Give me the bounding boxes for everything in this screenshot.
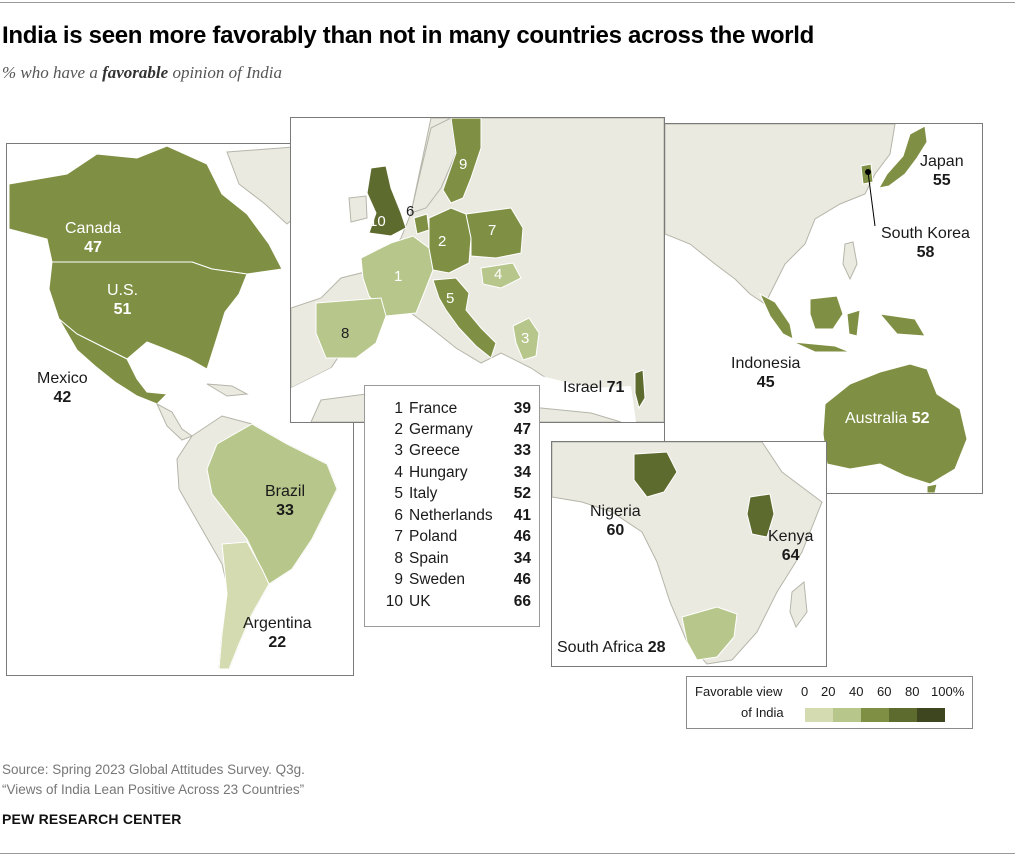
org-name: PEW RESEARCH CENTER: [2, 811, 182, 827]
chart-title: India is seen more favorably than not in…: [2, 22, 814, 49]
europe-num-1: 1: [394, 268, 403, 285]
label-israel: Israel 71: [563, 379, 625, 396]
label-south-africa: South Africa 28: [557, 639, 666, 656]
europe-num-6: 6: [406, 203, 415, 220]
label-japan: Japan 55: [920, 153, 964, 189]
europe-num-7: 7: [488, 222, 497, 239]
key-row-greece: 3 Greece 33: [394, 442, 531, 459]
central-america-shape: [155, 402, 194, 441]
europe-num-10: 10: [369, 213, 386, 230]
chart-subtitle: % who have a favorable opinion of India: [2, 63, 282, 82]
scale-label-line1: Favorable view: [695, 684, 783, 699]
top-rule: [0, 2, 1015, 3]
key-row-netherlands: 6 Netherlands 41: [394, 507, 531, 524]
label-australia: Australia 52: [845, 410, 930, 427]
bottom-rule: [0, 853, 1015, 854]
ireland-shape: [348, 195, 368, 223]
label-brazil: Brazil 33: [265, 483, 306, 519]
scale-swatch-40-60: [861, 708, 889, 722]
scale-tick-0: 0: [801, 684, 809, 699]
color-scale-legend: Favorable view of India 0 20 40 60 80 10…: [686, 676, 973, 729]
key-row-hungary: 4 Hungary 34: [394, 464, 531, 481]
label-canada: Canada 47: [65, 220, 122, 256]
sweden-shape: [442, 118, 482, 204]
label-south-korea: South Korea 58: [881, 225, 970, 261]
france-shape: [360, 235, 434, 317]
indonesia-borneo-shape: [809, 295, 844, 330]
south-africa-shape: [681, 606, 738, 661]
mainland-asia-shape: [665, 124, 896, 305]
philippines-shape: [842, 241, 858, 281]
europe-num-8: 8: [341, 325, 350, 342]
europe-num-9: 9: [459, 156, 468, 173]
scale-swatch-0-20: [805, 708, 833, 722]
scale-tick-100: 100%: [931, 684, 965, 699]
indonesia-java-shape: [792, 341, 851, 353]
nigeria-shape: [633, 451, 678, 498]
label-indonesia: Indonesia 45: [731, 355, 801, 391]
scale-swatch-60-80: [889, 708, 917, 722]
brazil-shape: [206, 423, 338, 585]
madagascar-shape: [789, 581, 808, 629]
europe-num-3: 3: [521, 330, 530, 347]
europe-panel: 1 2 3 4 5 6 7 8 9 10 Israel 71: [290, 117, 665, 423]
italy-shape: [432, 277, 497, 359]
poland-shape: [465, 207, 524, 259]
key-row-spain: 8 Spain 34: [394, 550, 531, 567]
scale-label-line2: of India: [741, 705, 784, 720]
spain-shape: [315, 297, 387, 359]
uk-shape: [366, 165, 407, 237]
key-row-uk: 10 UK 66: [385, 593, 531, 610]
africa-map: [552, 442, 823, 665]
scale-tick-60: 60: [877, 684, 892, 699]
europe-num-2: 2: [438, 233, 447, 250]
europe-key: 1 France 39 2 Germany 47 3 Greece 33 4 Hungary 3…: [364, 385, 540, 627]
germany-shape: [428, 207, 472, 274]
tasmania-shape: [926, 483, 938, 493]
key-row-poland: 7 Poland 46: [394, 528, 531, 545]
indonesia-papua-shape: [878, 313, 926, 337]
asia-pacific-map: [665, 124, 968, 493]
indonesia-sulawesi-shape: [846, 309, 861, 337]
scale-swatch-20-40: [833, 708, 861, 722]
hungary-shape: [480, 262, 522, 289]
europe-num-5: 5: [446, 290, 455, 307]
canada-shape: [8, 145, 283, 275]
scale-tick-20: 20: [821, 684, 836, 699]
scale-tick-40: 40: [849, 684, 864, 699]
israel-shape: [634, 369, 646, 410]
key-row-germany: 2 Germany 47: [394, 421, 531, 438]
label-kenya: Kenya 64: [768, 528, 814, 564]
key-row-sweden: 9 Sweden 46: [394, 571, 531, 588]
netherlands-shape: [413, 213, 430, 235]
kenya-shape: [746, 493, 775, 538]
japan-shape: [878, 125, 928, 189]
africa-panel: Nigeria 60 Kenya 64 South Africa 28: [551, 441, 827, 667]
argentina-shape: [218, 541, 270, 670]
key-row-france: 1 France 39: [394, 400, 531, 417]
key-row-italy: 5 Italy 52: [394, 485, 531, 502]
label-nigeria: Nigeria 60: [590, 503, 641, 539]
asia-pacific-panel: Japan 55 South Korea 58 Indonesia 45 Austra…: [664, 123, 983, 494]
us-shape: [48, 261, 248, 370]
label-argentina: Argentina 22: [243, 615, 312, 651]
greece-shape: [512, 317, 540, 361]
caribbean-shape: [206, 383, 249, 397]
south-korea-leader-line: [867, 171, 876, 227]
scale-swatch-80-100: [917, 708, 945, 722]
europe-num-4: 4: [494, 266, 503, 283]
europe-map: [291, 118, 664, 422]
scale-tick-80: 80: [905, 684, 920, 699]
indonesia-sumatra-shape: [758, 292, 794, 340]
source-line-2: “Views of India Lean Positive Across 23 …: [2, 782, 305, 797]
mexico-shape: [58, 318, 169, 405]
source-note: Source: Spring 2023 Global Attitudes Sur…: [2, 760, 305, 800]
australia-shape: [822, 363, 968, 485]
label-us: U.S. 51: [107, 282, 139, 318]
label-mexico: Mexico 42: [37, 370, 88, 406]
source-line-1: Source: Spring 2023 Global Attitudes Sur…: [2, 762, 305, 777]
